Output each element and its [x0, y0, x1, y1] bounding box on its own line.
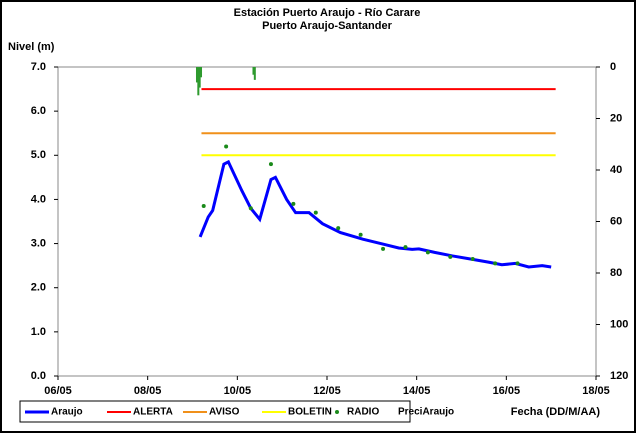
- legend-swatch: [335, 410, 339, 414]
- legend-label: PreciAraujo: [398, 407, 454, 418]
- point: [515, 261, 520, 266]
- x-tick-label: 16/05: [493, 385, 521, 397]
- point: [313, 210, 318, 215]
- x-axis-label: Fecha (DD/M/AA): [511, 406, 601, 418]
- series-line: [198, 159, 552, 269]
- y-axis-label: Nivel (m): [8, 41, 55, 53]
- legend-label: RADIO: [347, 407, 379, 418]
- y2-tick-label: 120: [610, 370, 628, 382]
- legend: [19, 400, 411, 423]
- y-tick-label: 4.0: [31, 193, 46, 205]
- x-tick-label: 10/05: [224, 385, 252, 397]
- plot-area: [57, 66, 597, 377]
- chart-title: Estación Puerto Araujo - Río Carare: [234, 7, 421, 19]
- y2-tick-label: 20: [610, 112, 622, 124]
- y-tick-label: 0.0: [31, 370, 46, 382]
- x-tick-label: 18/05: [582, 385, 610, 397]
- x-tick-label: 06/05: [44, 385, 72, 397]
- y2-tick-label: 60: [610, 215, 622, 227]
- chart-subtitle: Puerto Araujo-Santander: [262, 20, 392, 32]
- point: [448, 254, 453, 259]
- legend-label: ALERTA: [133, 407, 173, 418]
- point: [201, 204, 206, 209]
- point: [470, 257, 475, 262]
- point: [336, 226, 341, 231]
- point: [291, 201, 296, 206]
- x-tick-label: 12/05: [313, 385, 341, 397]
- point: [358, 232, 363, 237]
- point: [493, 261, 498, 266]
- y-tick-label: 6.0: [31, 105, 46, 117]
- point: [403, 245, 408, 250]
- y-tick-label: 3.0: [31, 237, 46, 249]
- y-tick-label: 1.0: [31, 326, 46, 338]
- y-tick-label: 2.0: [31, 282, 46, 294]
- point: [248, 206, 253, 211]
- legend-label: BOLETIN: [288, 407, 332, 418]
- point: [381, 246, 386, 251]
- legend-label: Araujo: [51, 407, 83, 418]
- x-tick-label: 14/05: [403, 385, 431, 397]
- point: [224, 144, 229, 149]
- point: [268, 162, 273, 167]
- y2-tick-label: 80: [610, 267, 622, 279]
- y2-tick-label: 0: [610, 61, 616, 73]
- y-tick-label: 5.0: [31, 149, 46, 161]
- legend-label: AVISO: [209, 407, 240, 418]
- x-tick-label: 08/05: [134, 385, 162, 397]
- y2-tick-label: 40: [610, 164, 622, 176]
- y2-tick-label: 100: [610, 318, 628, 330]
- y-tick-label: 7.0: [31, 61, 46, 73]
- point: [425, 250, 430, 255]
